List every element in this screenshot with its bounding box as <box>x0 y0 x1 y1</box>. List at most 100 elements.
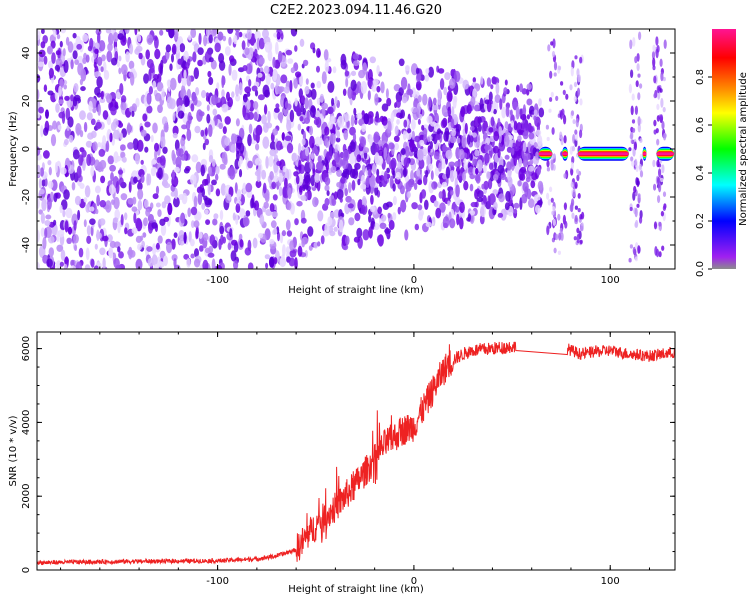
spectrogram-y-axis-label: Frequency (Hz) <box>8 111 19 187</box>
spectrogram-cell <box>350 70 357 77</box>
spectrogram-cell <box>40 167 44 177</box>
spectrogram-cell <box>255 180 262 189</box>
spectrogram-cell <box>168 29 175 39</box>
spectrogram-cell <box>367 111 374 119</box>
spectrogram-cell <box>405 181 412 192</box>
figure-title: C2E2.2023.094.11.46.G20 <box>270 3 442 18</box>
spectrogram-cell <box>42 35 48 44</box>
spectrogram-cell <box>458 148 465 160</box>
spectrogram-cell <box>224 137 231 147</box>
spectrogram-cell <box>173 232 178 239</box>
spectrogram-cell <box>198 111 205 117</box>
spectrogram-cell <box>661 164 665 174</box>
spectrogram-cell <box>488 193 496 206</box>
spectrogram-cell <box>316 97 321 105</box>
spectrogram-cell <box>284 101 289 109</box>
spectrogram-cell <box>44 227 48 239</box>
spectrogram-cell <box>256 173 261 183</box>
spectrogram-cell <box>418 113 423 120</box>
spectrogram-cell <box>181 124 188 130</box>
spectrogram-cell <box>577 208 581 213</box>
colorbar-label: Normalized spectral amplitude <box>738 72 749 226</box>
spectrogram-cell <box>205 92 210 98</box>
spectrogram-cell <box>108 32 114 46</box>
spectrogram-cell <box>137 182 143 191</box>
spectrogram-cell <box>633 185 637 193</box>
spectrogram-cell <box>268 155 274 168</box>
spectrogram-cell <box>179 43 186 53</box>
spectrogram-cell <box>409 139 415 153</box>
spectrogram-cell <box>297 245 303 257</box>
spectrogram-cell <box>317 210 324 222</box>
spectrogram-cell <box>416 73 422 82</box>
spectrogram-x-axis-label: Height of straight line (km) <box>288 285 424 296</box>
spectrogram-cell <box>560 232 564 241</box>
spectrogram-cell <box>51 52 56 64</box>
spectrogram-cell <box>504 154 510 160</box>
spectrogram-cell <box>505 129 509 137</box>
spectrogram-cell <box>59 204 63 214</box>
spectrogram-cell <box>305 146 309 157</box>
spectrogram-cell <box>99 247 106 256</box>
spectrogram-cell <box>47 45 53 55</box>
spectrogram-cell <box>222 126 227 135</box>
spectrogram-cell <box>374 117 382 123</box>
spectrogram-cell <box>439 78 445 90</box>
spectrogram-cell <box>231 133 235 141</box>
spectrogram-cell <box>82 160 86 171</box>
spectrogram-cell <box>206 113 211 124</box>
spectrogram-cell <box>488 162 494 170</box>
spectrogram-cell <box>437 68 445 74</box>
spectrogram-cell <box>252 101 259 110</box>
spectrogram-cell <box>438 191 443 199</box>
spectrogram-cell <box>102 135 107 147</box>
spectrogram-cell <box>303 171 311 184</box>
spectrogram-cell <box>472 77 476 83</box>
spectrogram-cell <box>396 119 400 125</box>
spectrogram-cell <box>322 229 330 237</box>
spectrogram-cell <box>506 161 512 171</box>
spectrogram-cell <box>365 177 370 186</box>
colorbar-tick-label: 0.2 <box>695 213 706 229</box>
spectrogram-cell <box>285 49 293 56</box>
spectrogram-cell <box>96 194 100 207</box>
spectrogram-cell <box>238 160 242 168</box>
spectrogram-cell <box>56 34 61 40</box>
spectrogram-cell <box>320 235 325 245</box>
spectrogram-cell <box>137 188 144 200</box>
spectrogram-cell <box>570 66 574 77</box>
spectrogram-cell <box>374 152 380 165</box>
spectrogram-cell <box>187 34 192 41</box>
spectrogram-cell <box>429 141 433 150</box>
spectrogram-cell <box>211 179 217 186</box>
spectrogram-cell <box>207 166 212 175</box>
spectrogram-cell <box>41 29 45 34</box>
spectrogram-cell <box>109 240 116 249</box>
spectrogram-cell <box>86 112 93 121</box>
spectrogram-cell <box>493 131 500 142</box>
spectrogram-cell <box>397 206 401 215</box>
spectrogram-cell <box>425 170 429 178</box>
spectrogram-cell <box>44 220 51 226</box>
spectrogram-cell <box>630 69 634 78</box>
spectrogram-cell <box>442 117 448 128</box>
spectrogram-cell <box>265 73 271 86</box>
spectrogram-cell <box>565 93 569 100</box>
spectrogram-cell <box>56 244 64 252</box>
spectrogram-cell <box>276 31 281 40</box>
spectrogram-cell <box>307 226 314 237</box>
spectrogram-cell <box>579 129 583 139</box>
spectrogram-cell <box>224 116 231 125</box>
spectrogram-cell <box>73 94 81 102</box>
y-tick-label: -20 <box>21 189 32 205</box>
spectrogram-cell <box>334 96 338 105</box>
spectrogram-cell <box>379 222 387 229</box>
spectrogram-cell <box>211 94 219 106</box>
spectrogram-cell <box>271 181 277 190</box>
spectrogram-cell <box>656 85 660 94</box>
spectrogram-cell <box>333 191 338 200</box>
spectrogram-cell <box>118 177 124 187</box>
spectrogram-cell <box>191 154 199 163</box>
spectrogram-cell <box>173 196 180 208</box>
spectrogram-cell <box>95 208 99 215</box>
